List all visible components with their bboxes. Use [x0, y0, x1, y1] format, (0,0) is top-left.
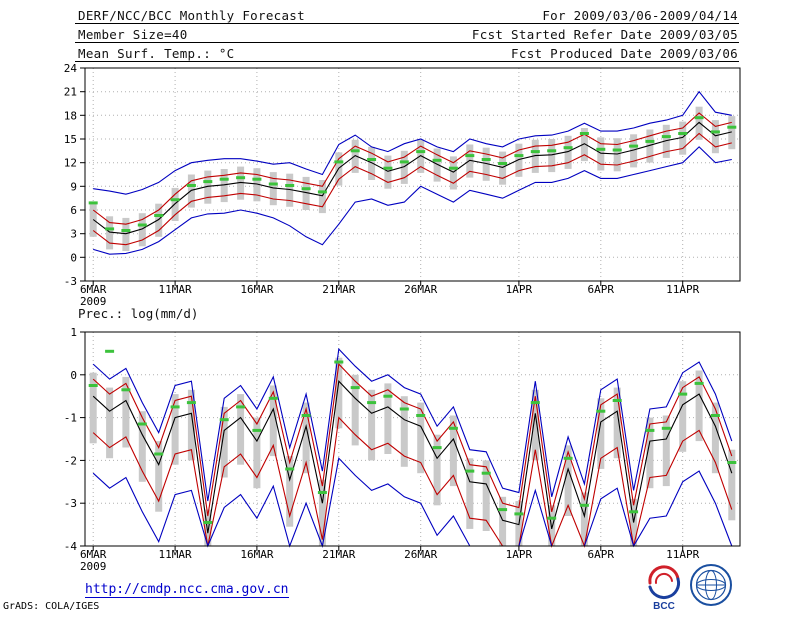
svg-text:1APR: 1APR — [506, 283, 533, 296]
svg-text:6APR: 6APR — [588, 283, 615, 296]
header-divider — [75, 61, 739, 62]
refer-date-label: Fcst Started Refer Date 2009/03/05 — [471, 27, 738, 42]
site-url-link[interactable]: http://cmdp.ncc.cma.gov.cn — [85, 582, 289, 598]
svg-text:18: 18 — [64, 109, 77, 122]
svg-text:15: 15 — [64, 133, 77, 146]
member-size-label: Member Size=40 — [78, 27, 188, 42]
svg-text:-4: -4 — [64, 540, 78, 553]
svg-text:12: 12 — [64, 157, 77, 170]
svg-text:6MAR: 6MAR — [80, 548, 107, 561]
svg-text:21MAR: 21MAR — [322, 548, 355, 561]
svg-text:11MAR: 11MAR — [159, 283, 192, 296]
bcc-logo: BCC — [648, 565, 681, 612]
svg-text:1APR: 1APR — [506, 548, 533, 561]
svg-text:-2: -2 — [64, 454, 77, 467]
svg-text:11APR: 11APR — [666, 548, 699, 561]
svg-text:0: 0 — [70, 251, 77, 264]
svg-text:-3: -3 — [64, 275, 77, 288]
svg-text:11MAR: 11MAR — [159, 548, 192, 561]
svg-text:0: 0 — [70, 369, 77, 382]
svg-text:2009: 2009 — [80, 560, 107, 573]
svg-text:16MAR: 16MAR — [240, 548, 273, 561]
svg-text:6MAR: 6MAR — [80, 283, 107, 296]
bcc-logo-label: BCC — [653, 601, 675, 612]
svg-text:26MAR: 26MAR — [404, 283, 437, 296]
svg-text:26MAR: 26MAR — [404, 548, 437, 561]
ncc-logo — [690, 564, 732, 606]
svg-text:6APR: 6APR — [588, 548, 615, 561]
svg-text:16MAR: 16MAR — [240, 283, 273, 296]
page-title: DERF/NCC/BCC Monthly Forecast — [78, 8, 305, 23]
svg-text:21: 21 — [64, 86, 77, 99]
grads-credit: GrADS: COLA/IGES — [3, 601, 100, 612]
temperature-chart: -3 0 3 6 9 12 15 18 21 24 6MAR 11MAR 16MAR 21MAR 26MAR… — [64, 62, 741, 308]
svg-text:-3: -3 — [64, 497, 77, 510]
svg-text:-1: -1 — [64, 412, 77, 425]
svg-text:21MAR: 21MAR — [322, 283, 355, 296]
svg-text:6: 6 — [70, 204, 77, 217]
temperature-chart-title: Mean Surf. Temp.: °C — [78, 46, 235, 61]
svg-text:2009: 2009 — [80, 295, 107, 308]
forecast-range-label: For 2009/03/06-2009/04/14 — [542, 8, 738, 23]
header-divider — [75, 23, 739, 24]
precip-chart-title: Prec.: log(mm/d) — [78, 306, 199, 321]
svg-text:11APR: 11APR — [666, 283, 699, 296]
produced-date-label: Fcst Produced Date 2009/03/06 — [511, 46, 738, 61]
svg-text:3: 3 — [70, 228, 77, 241]
svg-text:24: 24 — [64, 62, 78, 75]
svg-text:9: 9 — [70, 180, 77, 193]
header-divider — [75, 42, 739, 43]
svg-text:1: 1 — [70, 326, 77, 339]
